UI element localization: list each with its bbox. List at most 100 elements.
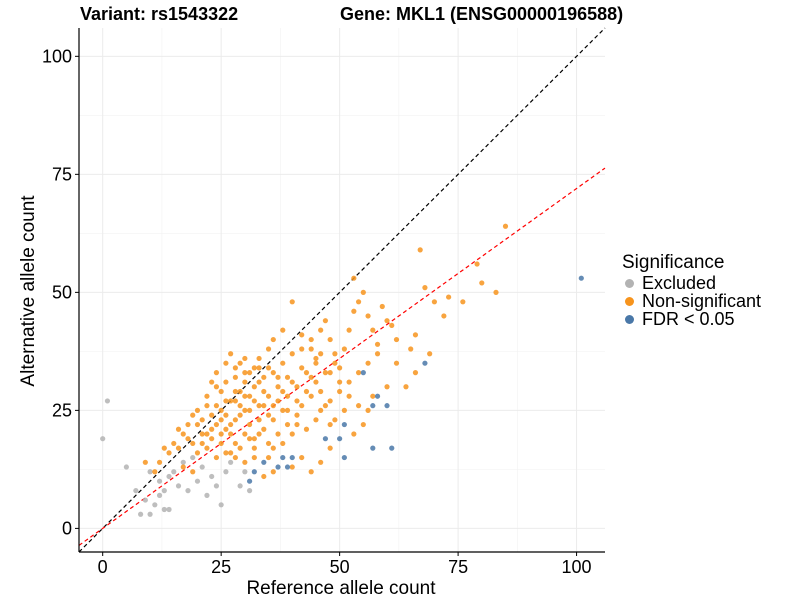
legend-item-non-significant: Non-significant bbox=[622, 290, 762, 311]
point-excluded bbox=[223, 469, 229, 475]
point-non-significant bbox=[237, 388, 243, 395]
point-non-significant bbox=[261, 473, 267, 480]
point-non-significant bbox=[209, 379, 215, 385]
point-non-significant bbox=[256, 379, 262, 385]
point-non-significant bbox=[322, 370, 329, 376]
point-non-significant bbox=[246, 421, 253, 428]
point-fdr-0-05 bbox=[389, 445, 395, 451]
point-non-significant bbox=[280, 360, 286, 366]
point-non-significant bbox=[289, 351, 295, 357]
point-non-significant bbox=[194, 407, 201, 413]
point-excluded bbox=[185, 488, 191, 494]
point-non-significant bbox=[299, 365, 305, 371]
point-non-significant bbox=[351, 308, 357, 314]
point-non-significant bbox=[270, 370, 276, 376]
point-non-significant bbox=[204, 393, 210, 399]
point-non-significant bbox=[308, 346, 314, 352]
point-non-significant bbox=[446, 294, 452, 300]
point-non-significant bbox=[228, 351, 234, 357]
point-non-significant bbox=[289, 299, 295, 305]
point-non-significant bbox=[237, 360, 243, 366]
point-non-significant bbox=[242, 379, 248, 385]
point-non-significant bbox=[393, 360, 400, 366]
point-non-significant bbox=[251, 398, 257, 404]
point-non-significant bbox=[261, 374, 267, 380]
point-non-significant bbox=[270, 417, 276, 423]
point-non-significant bbox=[232, 454, 238, 461]
point-fdr-0-05 bbox=[341, 454, 347, 461]
x-axis-label: Reference allele count bbox=[246, 578, 436, 599]
point-non-significant bbox=[318, 327, 324, 333]
legend-title: Significance bbox=[622, 252, 725, 273]
point-non-significant bbox=[365, 407, 371, 413]
chart-title-gene: Gene: MKL1 (ENSG00000196588) bbox=[340, 4, 624, 24]
point-fdr-0-05 bbox=[422, 360, 428, 366]
point-non-significant bbox=[374, 341, 381, 347]
x-tick-label: 75 bbox=[448, 557, 468, 577]
point-fdr-0-05 bbox=[341, 421, 347, 428]
point-non-significant bbox=[270, 403, 276, 409]
point-non-significant bbox=[502, 223, 509, 229]
point-non-significant bbox=[237, 403, 243, 409]
point-excluded bbox=[147, 511, 153, 517]
point-non-significant bbox=[337, 388, 343, 395]
point-non-significant bbox=[308, 374, 314, 380]
point-non-significant bbox=[209, 412, 215, 418]
point-non-significant bbox=[228, 431, 234, 437]
point-non-significant bbox=[223, 360, 229, 366]
point-non-significant bbox=[199, 417, 205, 423]
legend-item-fdr: FDR < 0.05 bbox=[622, 309, 761, 329]
point-non-significant bbox=[327, 445, 333, 451]
point-excluded bbox=[123, 464, 129, 470]
point-non-significant bbox=[284, 374, 291, 380]
point-non-significant bbox=[318, 459, 324, 465]
point-non-significant bbox=[408, 346, 414, 352]
point-non-significant bbox=[355, 370, 362, 376]
point-non-significant bbox=[142, 459, 148, 465]
point-non-significant bbox=[299, 346, 305, 352]
point-non-significant bbox=[313, 355, 319, 362]
point-fdr-0-05 bbox=[275, 464, 281, 470]
point-non-significant bbox=[251, 384, 257, 390]
point-non-significant bbox=[412, 332, 419, 338]
point-non-significant bbox=[218, 407, 224, 413]
point-non-significant bbox=[175, 445, 182, 451]
point-fdr-0-05 bbox=[360, 370, 366, 376]
point-non-significant bbox=[346, 379, 352, 385]
point-excluded bbox=[156, 478, 163, 484]
point-non-significant bbox=[479, 280, 485, 286]
point-excluded bbox=[161, 506, 167, 513]
legend-item-excluded: Excluded bbox=[622, 273, 761, 293]
point-non-significant bbox=[308, 469, 314, 475]
point-non-significant bbox=[417, 247, 423, 253]
point-non-significant bbox=[246, 370, 253, 376]
point-non-significant bbox=[360, 421, 366, 428]
point-non-significant bbox=[213, 403, 220, 409]
point-non-significant bbox=[280, 407, 286, 413]
point-non-significant bbox=[251, 454, 257, 461]
point-non-significant bbox=[256, 417, 262, 423]
point-non-significant bbox=[393, 336, 400, 343]
point-non-significant bbox=[289, 431, 295, 437]
point-non-significant bbox=[237, 445, 243, 451]
point-non-significant bbox=[431, 299, 438, 305]
point-non-significant bbox=[161, 445, 167, 451]
axes bbox=[78, 28, 605, 553]
point-non-significant bbox=[218, 388, 224, 395]
tick-labels: 0 25 50 75 100 0 25 50 75 100 bbox=[42, 46, 592, 577]
point-non-significant bbox=[322, 403, 329, 409]
legend-label-non-significant: Non-significant bbox=[642, 290, 762, 311]
point-non-significant bbox=[284, 407, 291, 413]
point-excluded bbox=[166, 473, 172, 480]
point-non-significant bbox=[261, 403, 267, 409]
point-non-significant bbox=[251, 365, 257, 371]
point-fdr-0-05 bbox=[261, 459, 267, 465]
point-non-significant bbox=[194, 421, 201, 428]
point-non-significant bbox=[232, 440, 238, 447]
point-excluded bbox=[194, 478, 201, 484]
point-non-significant bbox=[270, 336, 276, 343]
point-excluded bbox=[161, 488, 167, 494]
point-non-significant bbox=[223, 426, 229, 432]
point-non-significant bbox=[303, 426, 310, 432]
